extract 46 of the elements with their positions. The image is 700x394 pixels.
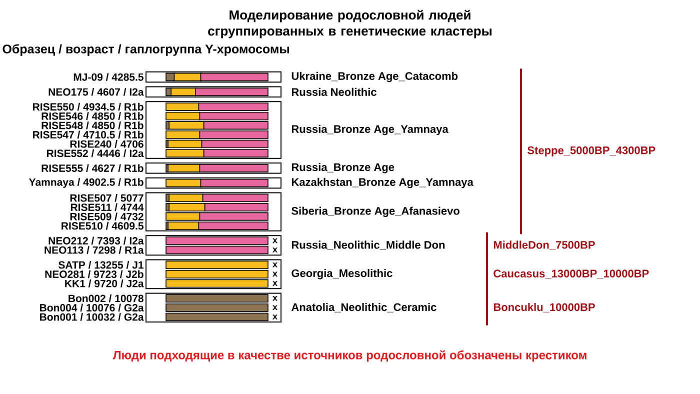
- y-tick-label: RISE510 / 4609.5: [62, 222, 144, 230]
- text: x: [272, 296, 278, 301]
- y-tick-label: MJ-09 / 4285.5: [74, 73, 144, 81]
- y-tick-label: NEO175 / 4607 / I2a: [48, 88, 144, 96]
- y-tick-label: Bon002 / 10078: [68, 294, 144, 302]
- text: x: [272, 262, 278, 268]
- text: Люди подходящие в качестве источников родословной обозначены крестиком: [112, 350, 586, 362]
- text: x: [272, 281, 278, 286]
- text: x: [272, 305, 278, 310]
- y-tick-label: NEO113 / 7298 / R1a: [44, 246, 144, 254]
- y-tick-label: RISE546 / 4850 / R1b: [42, 112, 144, 120]
- y-tick-label: RISE548 / 4850 / R1b: [42, 121, 144, 130]
- text: Anatolia_Neolithic_Ceramic: [291, 302, 436, 312]
- text: x: [272, 238, 278, 244]
- y-tick-label: RISE511 / 4744: [70, 203, 144, 212]
- text: Russia_Bronze Age_Yamnaya: [292, 124, 448, 136]
- y-tick-label: RISE552 / 4446 / I2a: [47, 149, 144, 158]
- y-tick-label: SATP / 13255 / J1: [58, 260, 144, 269]
- y-tick-label: RISE240 / 4706: [70, 140, 144, 148]
- y-tick-label: Bon004 / 10076 / G2a: [40, 304, 144, 312]
- text: Russia_Bronze Age: [292, 163, 394, 174]
- text: Russia Neolithic: [292, 88, 376, 96]
- text: x: [272, 272, 278, 277]
- chart-subtitle: Образец / возраст / гаплогруппа Y-хромосомы: [2, 44, 289, 56]
- y-tick-label: Bon001 / 10032 / G2a: [40, 313, 144, 321]
- y-tick-label: NEO212 / 7393 / I2a: [48, 236, 144, 245]
- text: Siberia_Bronze Age_Afanasievo: [292, 206, 460, 218]
- y-tick-label: KK1 / 9720 / J2a: [65, 280, 144, 288]
- y-tick-label: Yamnaya / 4902.5 / R1b: [28, 178, 144, 188]
- y-tick-label: RISE507 / 5077: [70, 194, 144, 202]
- text: Russia_Neolithic_Middle Don: [292, 240, 445, 250]
- y-tick-label: NEO281 / 9723 / J2b: [45, 270, 144, 278]
- text: Kazakhstan_Bronze Age_Yamnaya: [292, 178, 474, 188]
- text: Моделирование родословной людей сгруппированных в генетические кластеры: [208, 10, 492, 38]
- y-tick-label: RISE509 / 4732: [70, 212, 144, 220]
- text: x: [272, 314, 278, 320]
- y-tick-label: RISE547 / 4710.5 / R1b: [33, 130, 144, 139]
- text: Boncuklu_10000BP: [494, 302, 595, 312]
- y-tick-label: RISE555 / 4627 / R1b: [42, 164, 144, 172]
- text: Ukraine_Bronze Age_Catacomb: [292, 72, 458, 82]
- text: Steppe_5000BP_4300BP: [528, 146, 656, 156]
- text: x: [272, 248, 278, 252]
- y-tick-label: RISE550 / 4934.5 / R1b: [33, 102, 144, 111]
- text: Georgia_Mesolithic: [292, 269, 392, 280]
- text: MiddleDon_7500BP: [494, 240, 595, 250]
- text: Caucasus_13000BP_10000BP: [494, 270, 649, 279]
